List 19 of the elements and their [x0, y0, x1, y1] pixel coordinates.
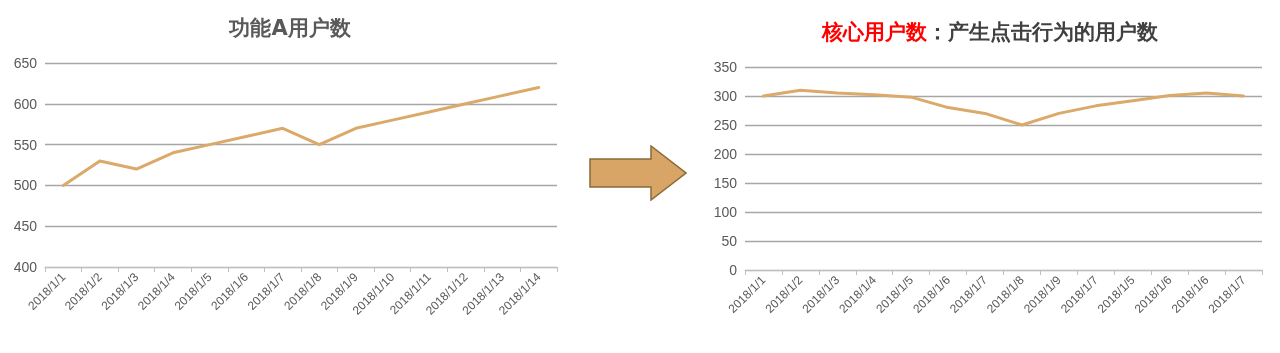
line-series: [61, 85, 541, 187]
y-tick-label: 350: [713, 59, 738, 75]
y-tick-label: 150: [713, 175, 738, 191]
y-tick-label: 500: [13, 177, 38, 194]
y-tick-label: 400: [13, 259, 38, 275]
chart-subtitle: ：产生点击行为的用户数: [927, 19, 1159, 44]
y-tick-label: 0: [729, 262, 738, 278]
y-tick-label: 100: [713, 204, 738, 220]
line-series: [761, 88, 1246, 127]
chart-title: 功能A用户数: [228, 15, 352, 40]
y-tick-label: 450: [13, 218, 38, 235]
y-tick-label: 200: [713, 146, 738, 162]
y-tick-label: 650: [13, 55, 38, 71]
y-tick-label: 600: [13, 95, 38, 112]
chart-title: 核心用户数: [821, 19, 928, 44]
y-tick-label: 250: [713, 117, 738, 133]
y-tick-label: 300: [713, 88, 738, 104]
y-tick-label: 50: [721, 233, 738, 249]
y-tick-label: 550: [13, 136, 38, 153]
